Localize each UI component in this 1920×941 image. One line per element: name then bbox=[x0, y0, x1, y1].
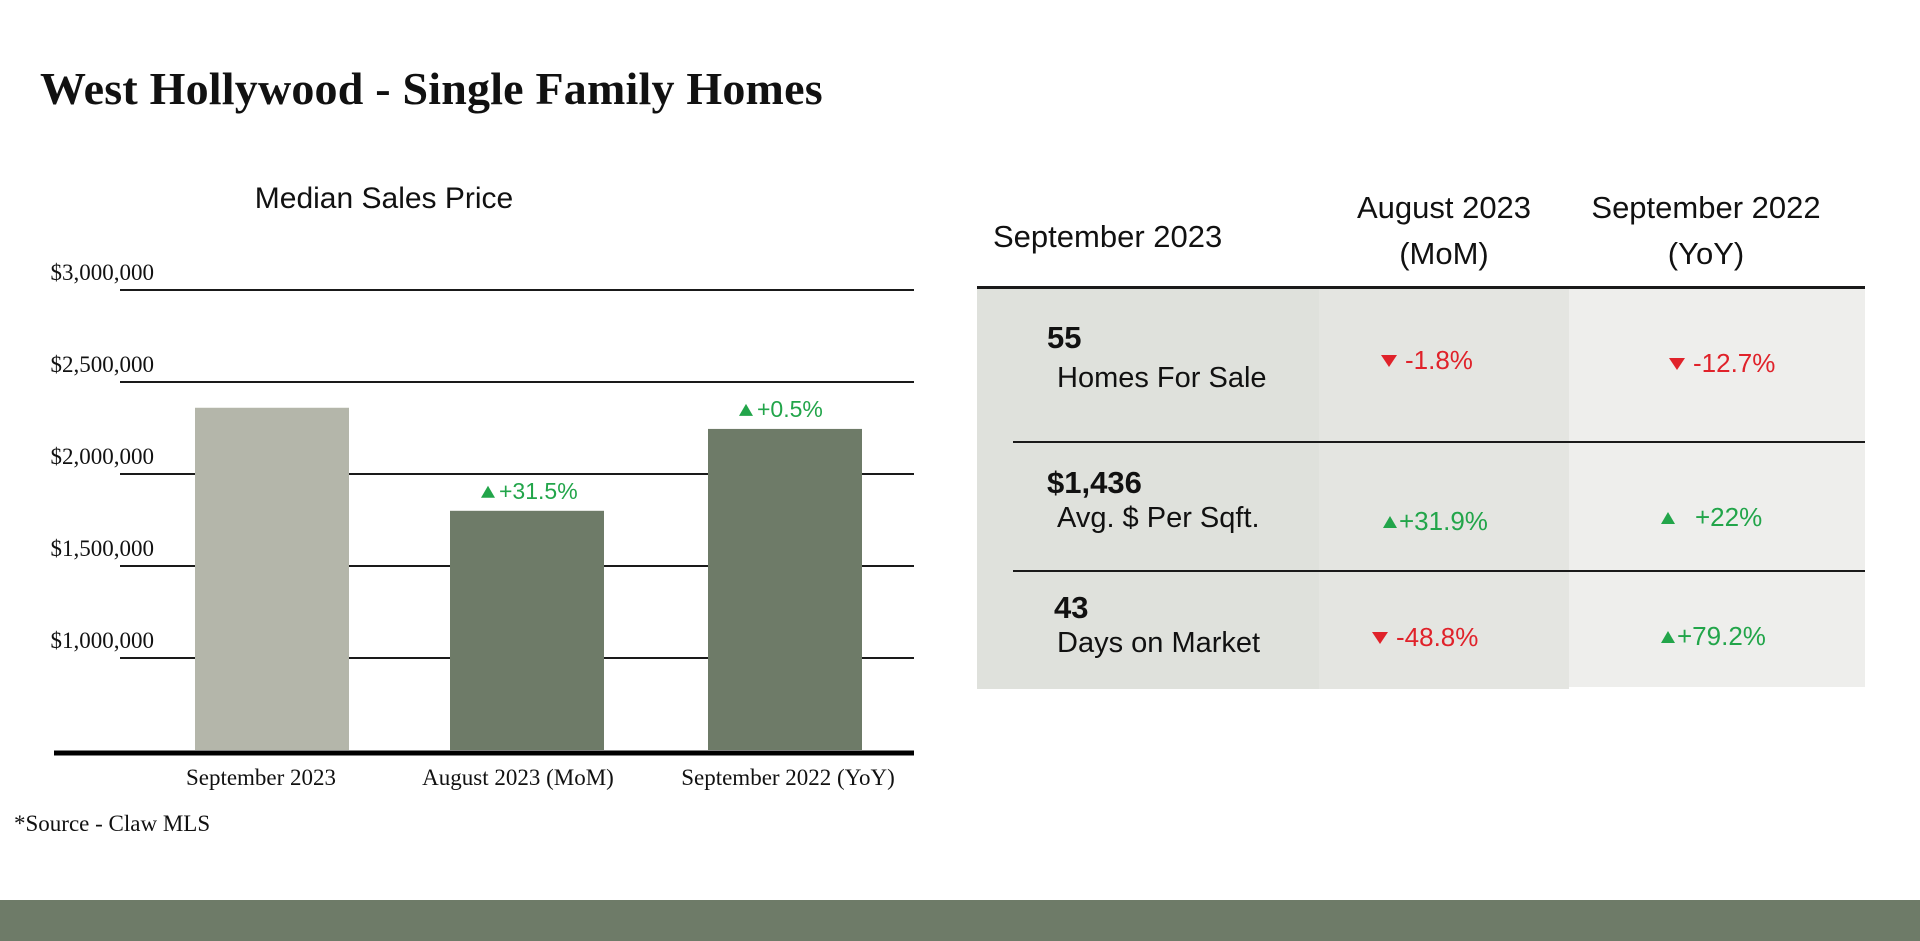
homes-for-sale-yoy: -12.7% bbox=[1669, 348, 1775, 379]
y-tick-label: $1,500,000 bbox=[51, 536, 155, 561]
median-sales-price-chart: Median Sales Price $3,000,000 $2,500,000 $2… bbox=[51, 182, 914, 790]
homes-for-sale-value: 55 bbox=[1047, 320, 1082, 355]
avg-price-per-sqft-yoy: +22% bbox=[1661, 502, 1762, 533]
y-tick-label: $3,000,000 bbox=[51, 260, 155, 285]
homes-for-sale-mom: -1.8% bbox=[1381, 345, 1473, 376]
x-tick-label: August 2023 (MoM) bbox=[422, 765, 614, 790]
up-arrow-icon bbox=[739, 403, 753, 416]
row-divider bbox=[1013, 441, 1865, 443]
down-arrow-icon bbox=[1381, 354, 1397, 367]
footer-band bbox=[0, 900, 1920, 941]
homes-for-sale-label: Homes For Sale bbox=[1057, 362, 1267, 394]
avg-price-per-sqft-label: Avg. $ Per Sqft. bbox=[1057, 502, 1260, 534]
data-label: +31.5% bbox=[499, 478, 578, 504]
days-on-market-yoy: +79.2% bbox=[1661, 621, 1766, 652]
avg-price-per-sqft-mom: +31.9% bbox=[1383, 506, 1488, 537]
header-divider bbox=[977, 286, 1865, 289]
y-tick-label: $2,000,000 bbox=[51, 444, 155, 469]
data-label: +0.5% bbox=[757, 396, 823, 422]
up-arrow-icon bbox=[1383, 515, 1397, 528]
row-divider bbox=[1013, 570, 1865, 572]
up-arrow-icon bbox=[481, 485, 495, 498]
days-on-market-value: 43 bbox=[1054, 590, 1089, 625]
x-tick-label: September 2022 (YoY) bbox=[681, 765, 895, 790]
up-arrow-icon bbox=[1661, 630, 1675, 643]
days-on-market-label: Days on Market bbox=[1057, 627, 1261, 659]
header-september-2023: September 2023 bbox=[993, 219, 1223, 254]
column-bg-current bbox=[977, 289, 1319, 689]
x-tick-label: September 2023 bbox=[186, 765, 336, 790]
chart-title: Median Sales Price bbox=[255, 182, 513, 215]
y-tick-label: $1,000,000 bbox=[51, 628, 155, 653]
down-arrow-icon bbox=[1669, 357, 1685, 370]
column-bg-yoy bbox=[1569, 289, 1865, 687]
header-august-2023: August 2023 (MoM) bbox=[1356, 190, 1532, 271]
y-tick-label: $2,500,000 bbox=[51, 352, 155, 377]
avg-price-per-sqft-value: $1,436 bbox=[1047, 465, 1142, 500]
column-bg-mom bbox=[1319, 289, 1569, 689]
source-note: *Source - Claw MLS bbox=[14, 811, 211, 836]
bar bbox=[708, 428, 862, 750]
page-title: West Hollywood - Single Family Homes bbox=[40, 63, 823, 114]
bar bbox=[450, 510, 604, 750]
up-arrow-icon bbox=[1661, 511, 1675, 524]
down-arrow-icon bbox=[1372, 631, 1388, 644]
bar bbox=[195, 407, 349, 750]
days-on-market-mom: -48.8% bbox=[1372, 622, 1478, 653]
header-september-2022: September 2022 (YoY) bbox=[1591, 190, 1821, 271]
